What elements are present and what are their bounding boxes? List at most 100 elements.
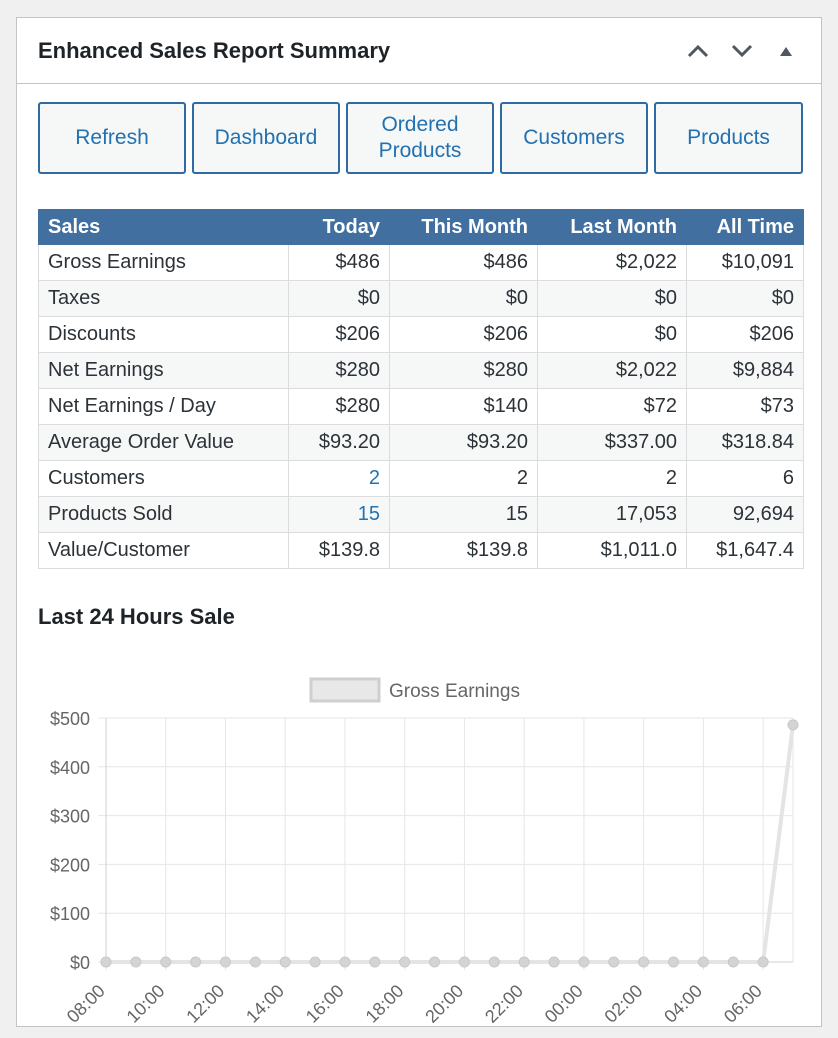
cell-last-month: $337.00 [537, 424, 687, 461]
data-point [219, 956, 231, 968]
data-point [399, 956, 411, 968]
column-header: Today [288, 209, 390, 245]
table-row: Gross Earnings $486 $486 $2,022 $10,091 [38, 244, 804, 281]
cell-today: $139.8 [288, 532, 390, 569]
data-point [608, 956, 620, 968]
cell-all-time: $9,884 [686, 352, 804, 389]
series-line [106, 724, 795, 964]
dashboard-button[interactable]: Dashboard [192, 102, 340, 174]
data-point [339, 956, 351, 968]
cell-this-month: $139.8 [389, 532, 538, 569]
cell-today: $206 [288, 316, 390, 353]
data-point [638, 956, 650, 968]
cell-all-time: $1,647.4 [686, 532, 804, 569]
cell-all-time: $73 [686, 388, 804, 425]
table-row: Value/Customer $139.8 $139.8 $1,011.0 $1… [38, 532, 804, 569]
cell-all-time: $206 [686, 316, 804, 353]
cell-this-month: $280 [389, 352, 538, 389]
cell-this-month: $206 [389, 316, 538, 353]
row-label: Gross Earnings [38, 244, 289, 281]
cell-last-month: $1,011.0 [537, 532, 687, 569]
data-point [787, 719, 799, 731]
cell-all-time: 92,694 [686, 496, 804, 533]
cell-all-time: $0 [686, 280, 804, 317]
chevron-up-icon [687, 44, 709, 57]
cell-all-time: $318.84 [686, 424, 804, 461]
y-tick-label: $500 [50, 709, 90, 729]
row-label: Customers [38, 460, 289, 497]
cell-this-month: $0 [389, 280, 538, 317]
row-label: Average Order Value [38, 424, 289, 461]
table-row: Average Order Value $93.20 $93.20 $337.0… [38, 424, 804, 461]
y-tick-label: $0 [70, 953, 90, 973]
data-point [369, 956, 381, 968]
widget-title: Enhanced Sales Report Summary [38, 37, 391, 63]
data-point [727, 956, 739, 968]
data-point [249, 956, 261, 968]
cell-last-month: $2,022 [537, 352, 687, 389]
data-point [578, 956, 590, 968]
y-tick-label: $300 [50, 807, 90, 827]
column-header: All Time [686, 209, 804, 245]
row-label: Taxes [38, 280, 289, 317]
customers-button[interactable]: Customers [500, 102, 648, 174]
refresh-button[interactable]: Refresh [38, 102, 186, 174]
table-row: Products Sold 15 15 17,053 92,694 [38, 496, 804, 533]
cell-today: $280 [288, 388, 390, 425]
column-header: Sales [38, 209, 289, 245]
row-label: Net Earnings [38, 352, 289, 389]
y-tick-label: $200 [50, 855, 90, 875]
cell-last-month: $0 [537, 280, 687, 317]
data-point [190, 956, 202, 968]
customers-today-link[interactable]: 2 [288, 460, 390, 497]
legend-swatch [309, 677, 381, 703]
row-label: Net Earnings / Day [38, 388, 289, 425]
cell-all-time: 6 [686, 460, 804, 497]
cell-today: $280 [288, 352, 390, 389]
column-header: Last Month [537, 209, 687, 245]
table-row: Net Earnings / Day $280 $140 $72 $73 [38, 388, 804, 425]
cell-this-month: $93.20 [389, 424, 538, 461]
cell-last-month: $2,022 [537, 244, 687, 281]
legend-label: Gross Earnings [389, 681, 520, 702]
sales-summary-table: Sales Today This Month Last Month All Ti… [38, 209, 804, 569]
row-label: Value/Customer [38, 532, 289, 569]
data-point [100, 956, 112, 968]
cell-this-month: 2 [389, 460, 538, 497]
table-row: Net Earnings $280 $280 $2,022 $9,884 [38, 352, 804, 389]
data-point [458, 956, 470, 968]
toggle-panel-button[interactable] [771, 36, 801, 66]
data-point [757, 956, 769, 968]
cell-this-month: $486 [389, 244, 538, 281]
cell-this-month: $140 [389, 388, 538, 425]
table-row: Taxes $0 $0 $0 $0 [38, 280, 804, 317]
data-point [309, 956, 321, 968]
widget-header: Enhanced Sales Report Summary [17, 18, 821, 84]
sales-line-chart: $0 $100 $200 $300 $400 $500 08:00 10:00 12:00 14:… [17, 648, 823, 1038]
y-tick-label: $400 [50, 758, 90, 778]
ordered-products-button[interactable]: Ordered Products [346, 102, 494, 174]
chart-section-title: Last 24 Hours Sale [38, 604, 235, 629]
move-down-button[interactable] [727, 36, 757, 66]
cell-today: $486 [288, 244, 390, 281]
column-header: This Month [389, 209, 538, 245]
chevron-down-icon [731, 44, 753, 57]
cell-last-month: 17,053 [537, 496, 687, 533]
data-point [697, 956, 709, 968]
sales-report-widget: Enhanced Sales Report Summary Refresh Da… [16, 17, 822, 1027]
cell-last-month: $0 [537, 316, 687, 353]
data-point [130, 956, 142, 968]
cell-today: $0 [288, 280, 390, 317]
cell-all-time: $10,091 [686, 244, 804, 281]
products-button[interactable]: Products [654, 102, 803, 174]
products-sold-today-link[interactable]: 15 [288, 496, 390, 533]
data-point [518, 956, 530, 968]
triangle-up-icon [780, 46, 792, 56]
table-row: Customers 2 2 2 6 [38, 460, 804, 497]
cell-today: $93.20 [288, 424, 390, 461]
move-up-button[interactable] [683, 36, 713, 66]
data-point [429, 956, 441, 968]
data-point [160, 956, 172, 968]
table-row: Discounts $206 $206 $0 $206 [38, 316, 804, 353]
data-point [668, 956, 680, 968]
